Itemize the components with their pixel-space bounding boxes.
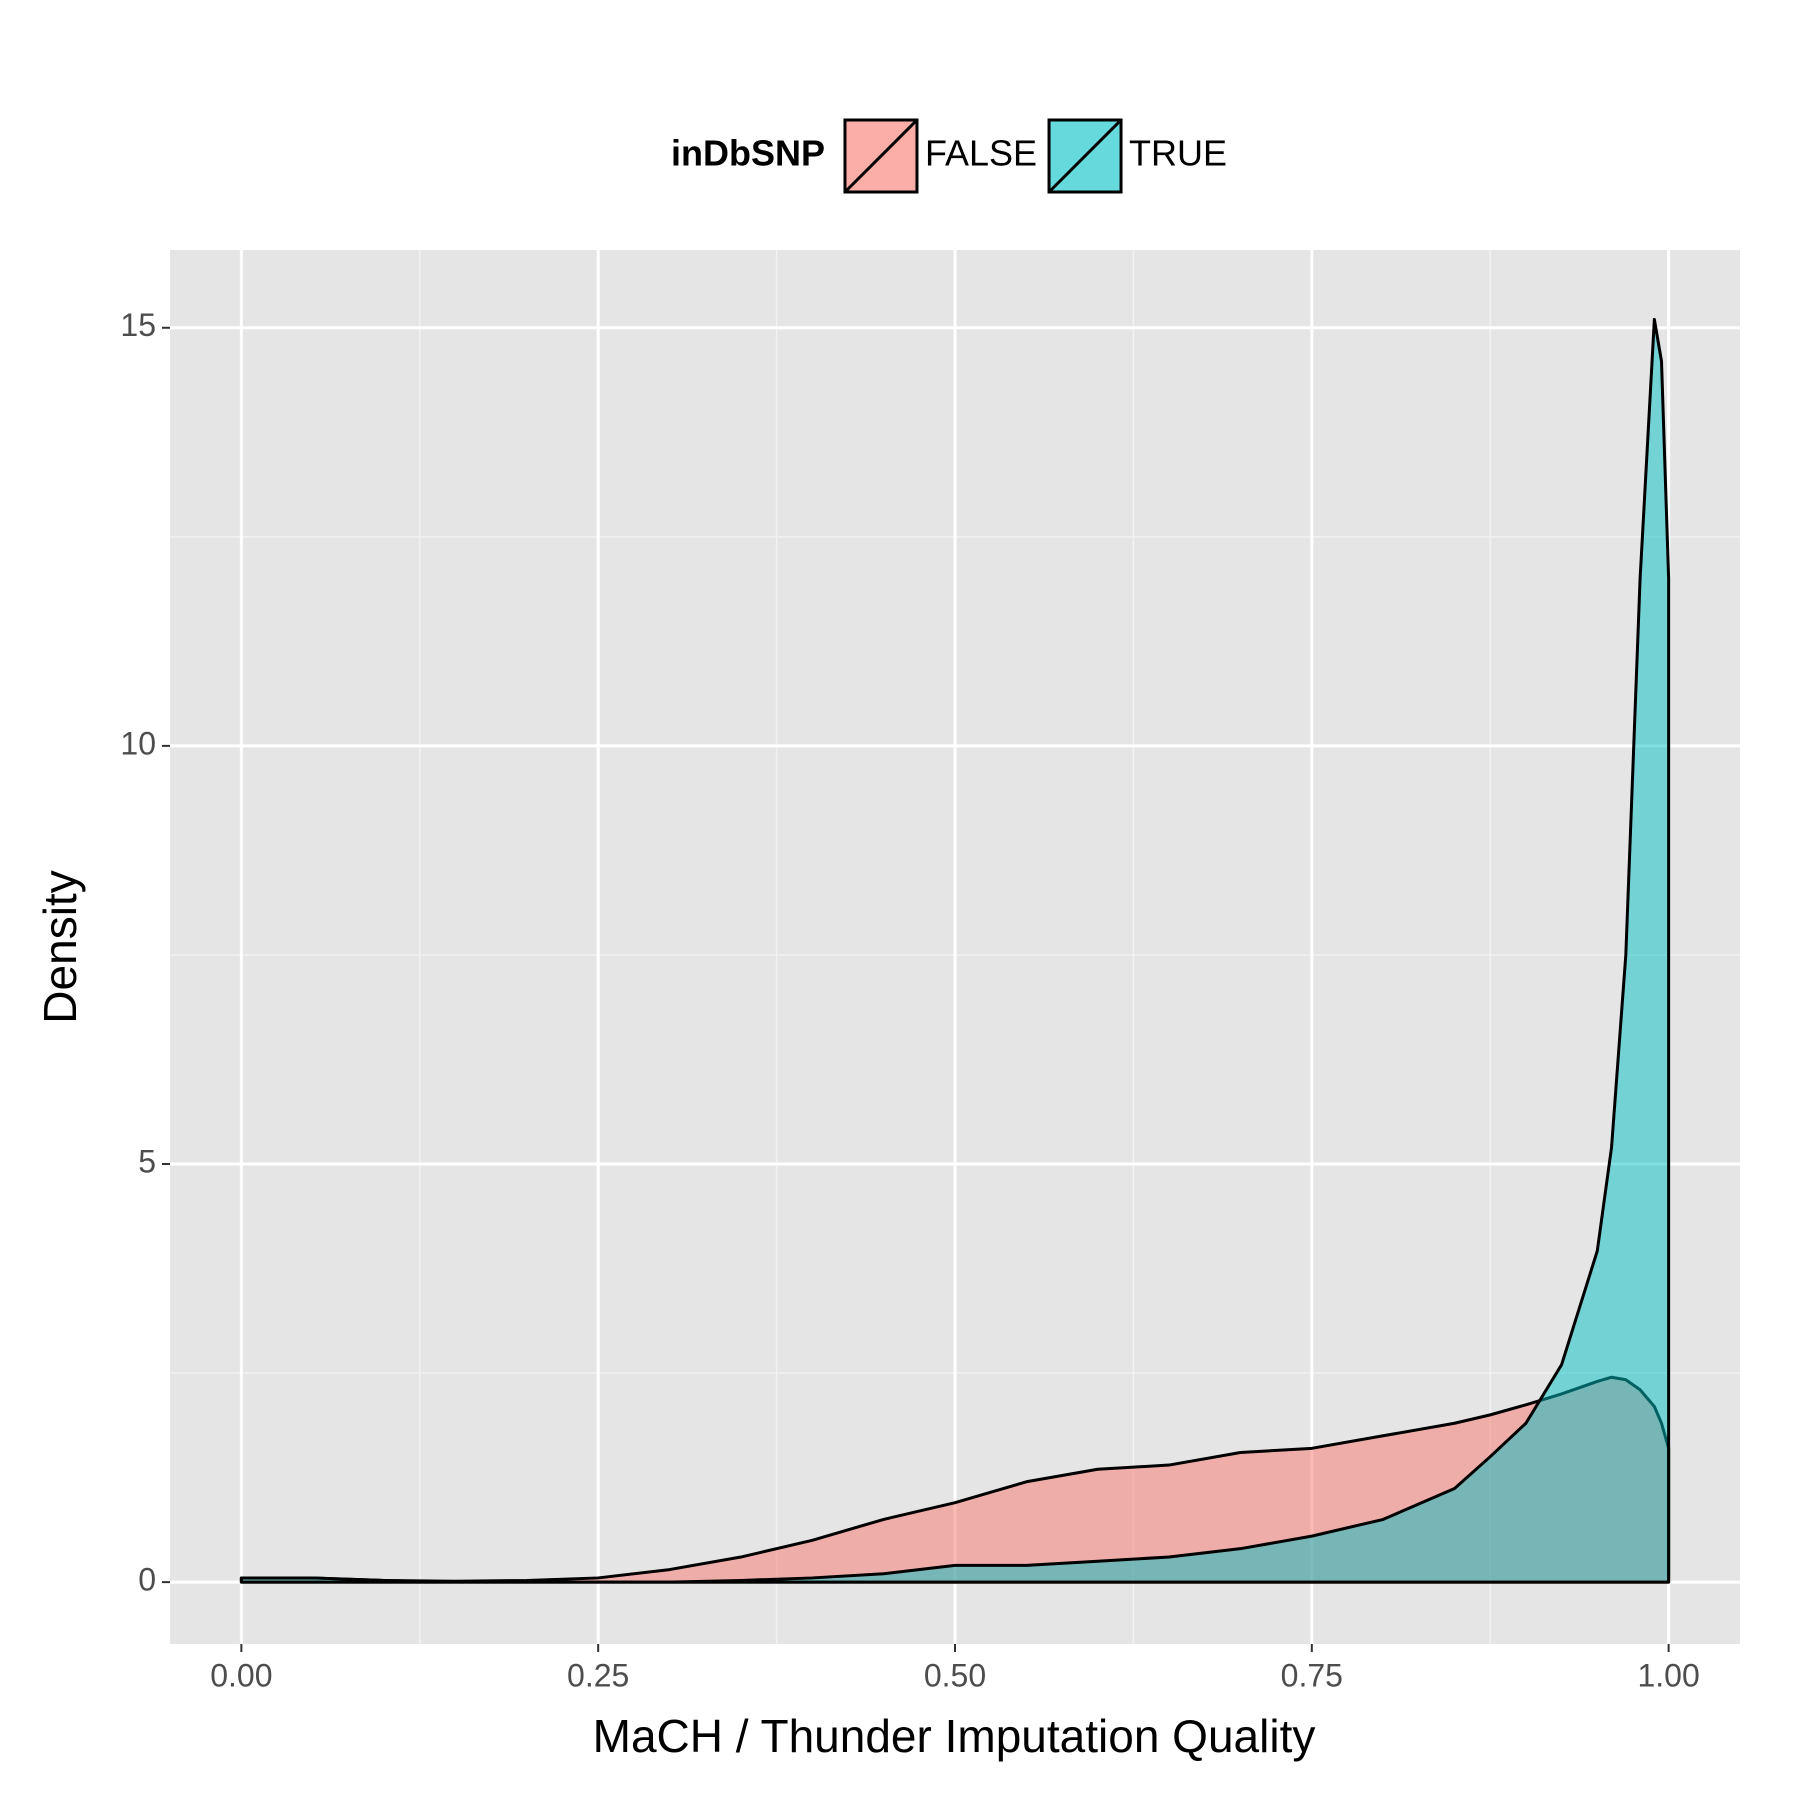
grid [170, 250, 1740, 1644]
density-area [239, 317, 1671, 1584]
legend-key-line [843, 118, 919, 194]
x-tick-label: 1.00 [1637, 1657, 1699, 1693]
legend-label: TRUE [1129, 133, 1227, 174]
legend-item: TRUE [1047, 118, 1227, 194]
axes: 0.00 0.25 0.50 0.75 1.00 0 5 10 15 [120, 307, 1699, 1693]
legend-key-line [1047, 118, 1123, 194]
x-axis-title: MaCH / Thunder Imputation Quality [593, 1710, 1316, 1762]
x-tick-label: 0.75 [1281, 1657, 1343, 1693]
legend-label: FALSE [925, 133, 1037, 174]
legend-title: inDbSNP [671, 133, 825, 174]
legend: inDbSNP FALSE TRUE [671, 118, 1227, 194]
x-tick-label: 0.50 [924, 1657, 986, 1693]
y-tick-label: 5 [138, 1143, 156, 1179]
legend-item: FALSE [843, 118, 1037, 194]
areas [239, 317, 1671, 1584]
x-tick-label: 0.25 [567, 1657, 629, 1693]
x-tick-label: 0.00 [210, 1657, 272, 1693]
y-tick-label: 15 [120, 307, 156, 343]
y-tick-label: 0 [138, 1562, 156, 1598]
y-axis-title: Density [34, 870, 86, 1023]
y-tick-label: 10 [120, 725, 156, 761]
